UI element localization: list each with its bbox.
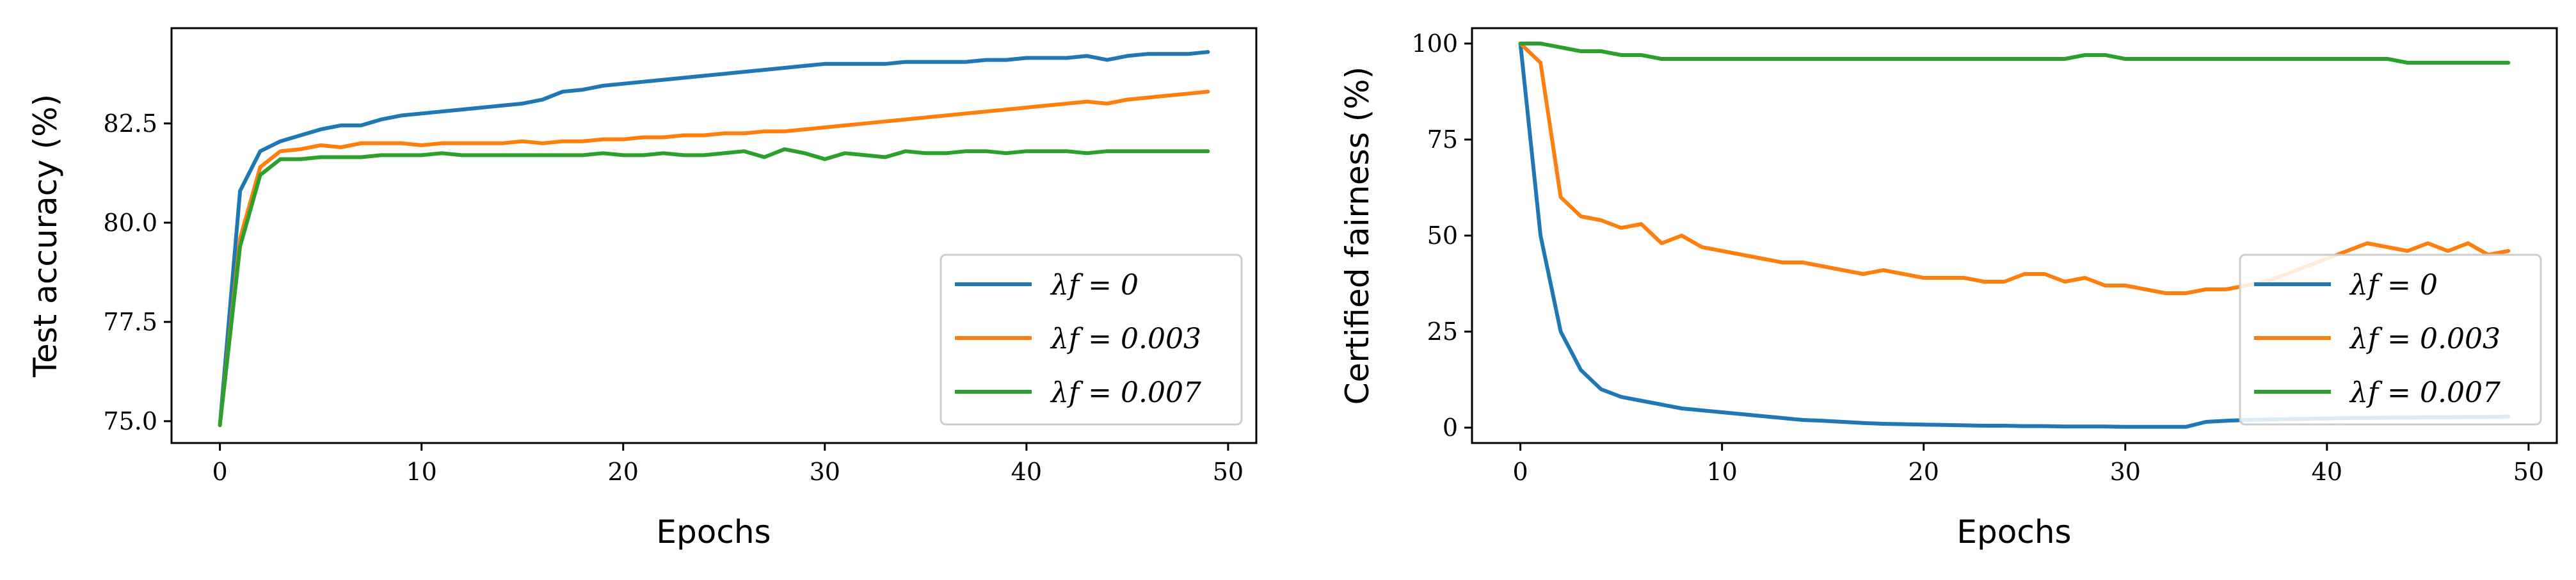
fairness-x-tick-label: 10 <box>1706 458 1737 486</box>
accuracy-y-ticks: 75.0 77.5 80.0 82.5 <box>103 109 172 435</box>
accuracy-x-tick-label: 50 <box>1213 458 1244 486</box>
fairness-y-ticks: 0 25 50 75 100 <box>1411 29 1472 442</box>
fairness-x-tick-label: 40 <box>2312 458 2342 486</box>
fairness-x-axis-label: Epochs <box>1956 513 2071 551</box>
fairness-chart: 0 10 20 30 40 50 0 25 50 75 100 Epochs Certified … <box>1339 27 2558 551</box>
fairness-x-ticks: 0 10 20 30 40 50 <box>1513 443 2544 486</box>
accuracy-legend-label-0: λf = 0 <box>1050 269 1139 302</box>
accuracy-series-line-1 <box>218 90 1210 428</box>
accuracy-series-lines <box>218 50 1210 428</box>
accuracy-series-line-0 <box>218 50 1210 428</box>
accuracy-x-axis-label: Epochs <box>656 513 771 551</box>
fairness-legend-label-2: λf = 0.007 <box>2349 376 2500 409</box>
accuracy-y-tick-label: 75.0 <box>103 407 157 435</box>
fairness-x-tick-label: 20 <box>1908 458 1939 486</box>
accuracy-legend-label-2: λf = 0.007 <box>1050 376 1201 409</box>
accuracy-legend: λf = 0 λf = 0.003 λf = 0.007 <box>940 254 1243 426</box>
fairness-legend-label-1: λf = 0.003 <box>2349 323 2500 355</box>
accuracy-legend-box <box>940 254 1243 426</box>
accuracy-x-tick-label: 30 <box>810 458 840 486</box>
accuracy-x-tick-label: 0 <box>212 458 228 486</box>
accuracy-x-ticks: 0 10 20 30 40 50 <box>212 443 1244 486</box>
fairness-series-line-2 <box>1518 42 2511 65</box>
accuracy-x-tick-label: 10 <box>406 458 436 486</box>
fairness-x-tick-label: 50 <box>2513 458 2544 486</box>
accuracy-x-tick-label: 40 <box>1011 458 1042 486</box>
fairness-y-tick-label: 75 <box>1427 125 1458 154</box>
accuracy-series-line-2 <box>218 147 1210 428</box>
fairness-y-tick-label: 100 <box>1411 29 1458 58</box>
fairness-x-tick-label: 0 <box>1513 458 1528 486</box>
accuracy-chart: 0 10 20 30 40 50 75.0 77.5 80.0 82.5 Epochs Test… <box>27 27 1258 551</box>
fairness-x-tick-label: 30 <box>2110 458 2141 486</box>
fairness-y-tick-label: 25 <box>1427 318 1458 346</box>
fairness-y-tick-label: 50 <box>1427 222 1458 250</box>
fairness-legend-label-0: λf = 0 <box>2349 269 2438 302</box>
accuracy-y-tick-label: 80.0 <box>103 209 157 237</box>
accuracy-plot-frame <box>170 27 1258 444</box>
fairness-y-axis-label: Certified fairness (%) <box>1339 67 1376 405</box>
fairness-legend: λf = 0 λf = 0.003 λf = 0.007 <box>2239 254 2542 426</box>
accuracy-y-tick-label: 82.5 <box>103 109 157 138</box>
accuracy-legend-label-1: λf = 0.003 <box>1050 323 1201 355</box>
accuracy-x-tick-label: 20 <box>608 458 639 486</box>
fairness-legend-box <box>2239 254 2542 426</box>
accuracy-y-tick-label: 77.5 <box>103 308 157 336</box>
fairness-series-line-1 <box>1518 42 2511 295</box>
fairness-y-tick-label: 0 <box>1443 414 1458 442</box>
accuracy-y-axis-label: Test accuracy (%) <box>27 94 64 378</box>
